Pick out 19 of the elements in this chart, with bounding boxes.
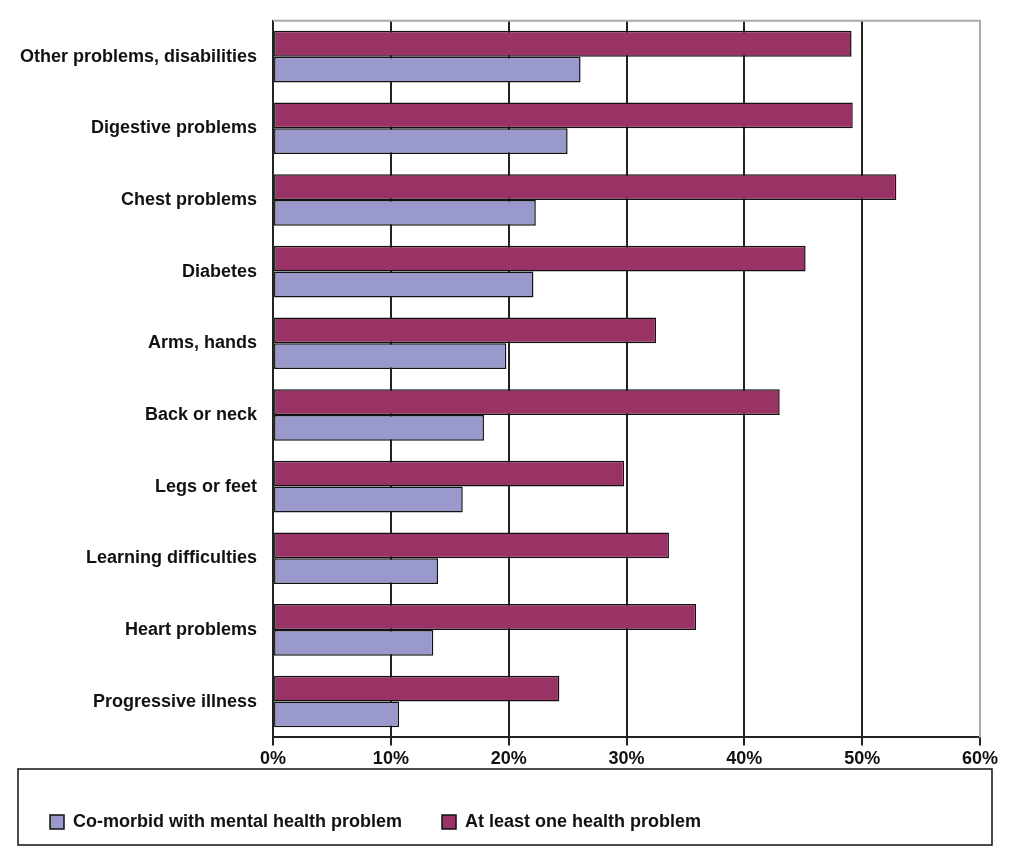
y-tick-label: Digestive problems <box>91 117 258 138</box>
y-tick-label: Diabetes <box>182 260 258 281</box>
x-tick-label: 20% <box>490 748 527 769</box>
x-tick-label: 40% <box>726 748 763 769</box>
y-tick-label: Heart problems <box>125 618 258 639</box>
y-tick-label: Learning difficulties <box>86 547 258 568</box>
x-tick-label: 60% <box>961 748 999 769</box>
y-tick-label: Progressive illness <box>92 690 258 711</box>
y-tick-label: Legs or feet <box>155 475 258 496</box>
y-tick-label: Other problems, disabilities <box>20 45 258 66</box>
legend-label: Co-morbid with mental health problem <box>73 810 403 831</box>
y-tick-label: Chest problems <box>121 188 258 209</box>
x-tick-label: 30% <box>608 748 645 769</box>
x-tick-label: 50% <box>844 748 881 769</box>
y-tick-label: Arms, hands <box>148 332 258 353</box>
y-tick-label: Back or neck <box>145 403 259 424</box>
x-tick-label: 0% <box>260 748 287 769</box>
x-tick-label: 10% <box>372 748 409 769</box>
legend-label: At least one health problem <box>465 810 702 831</box>
